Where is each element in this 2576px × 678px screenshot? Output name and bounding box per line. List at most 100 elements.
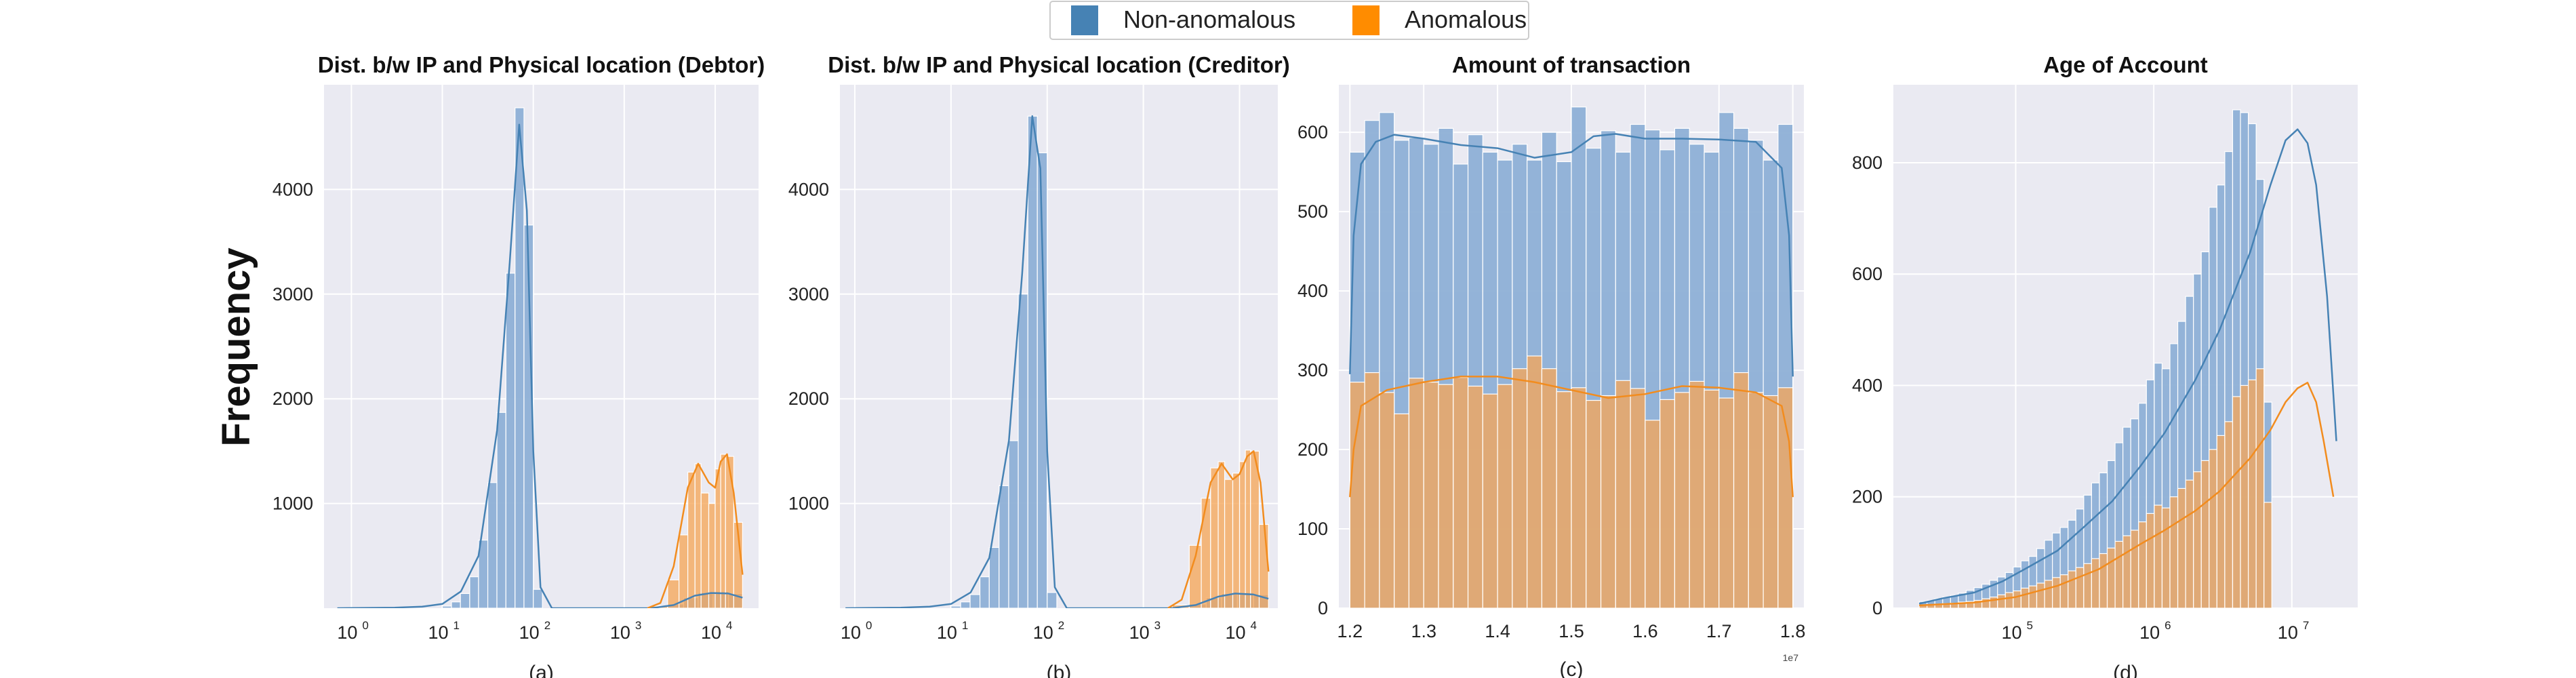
kde-line-anomalous <box>647 453 744 608</box>
bar-anomalous <box>1217 461 1226 608</box>
x-tick-label: 10 <box>1033 622 1053 643</box>
bar-anomalous <box>1349 382 1365 608</box>
bar-anomalous <box>720 454 726 608</box>
bar-non-anomalous <box>469 576 479 608</box>
bars <box>1349 106 1794 608</box>
bar-non-anomalous <box>523 224 534 608</box>
panel-subtitle: (a) <box>529 662 554 678</box>
legend-swatch-anomalous <box>1352 5 1380 35</box>
y-tick-label: 600 <box>1297 122 1328 142</box>
x-tick-exponent: 3 <box>635 619 641 632</box>
bar-anomalous <box>1556 391 1572 608</box>
bar-non-anomalous <box>505 273 516 608</box>
bar-anomalous <box>2044 580 2053 608</box>
y-tick-label: 300 <box>1297 360 1328 380</box>
bars <box>1918 109 2337 608</box>
bar-anomalous <box>715 468 721 608</box>
bar-anomalous <box>1423 382 1439 608</box>
bar-anomalous <box>1704 389 1720 608</box>
y-tick-label: 200 <box>1852 487 1883 507</box>
legend-swatch-non-anomalous <box>1071 5 1098 35</box>
x-tick-exponent: 4 <box>1251 619 1257 632</box>
bar-anomalous <box>2114 540 2124 608</box>
x-tick-exponent: 1 <box>454 619 460 632</box>
bar-anomalous <box>687 471 696 608</box>
bar-anomalous <box>1250 450 1260 608</box>
bar-anomalous <box>2068 570 2076 608</box>
bar-anomalous <box>1615 380 1631 608</box>
legend: Non-anomalous Anomalous <box>1049 1 1529 40</box>
bar-anomalous <box>2200 460 2210 608</box>
bar-anomalous <box>1630 388 1646 608</box>
bar-anomalous <box>700 492 710 608</box>
bar-anomalous <box>1497 384 1513 608</box>
bar-anomalous <box>2013 590 2021 608</box>
x-tick-exponent: 5 <box>2026 619 2032 632</box>
y-tick-label: 200 <box>1297 439 1328 460</box>
bar-anomalous <box>2247 379 2257 608</box>
bar-anomalous <box>2193 471 2202 608</box>
panel-subtitle: (d) <box>2113 662 2138 678</box>
bar-anomalous <box>1512 368 1528 608</box>
y-axis-label: Frequency <box>214 247 258 446</box>
kde-line-non-anomalous <box>337 123 743 608</box>
y-tick-label: 500 <box>1297 201 1328 222</box>
bar-anomalous <box>2122 535 2131 608</box>
panel-title: Dist. b/w IP and Physical location (Debt… <box>318 52 765 77</box>
panel-title: Dist. b/w IP and Physical location (Cred… <box>828 52 1290 77</box>
bar-anomalous <box>1763 395 1779 608</box>
x-tick-label: 1.5 <box>1558 621 1584 641</box>
x-tick-label: 10 <box>937 622 957 643</box>
bar-anomalous <box>1586 399 1602 608</box>
y-tick-label: 4000 <box>273 179 313 199</box>
legend-label-non-anomalous: Non-anomalous <box>1123 5 1295 33</box>
bar-anomalous <box>2169 496 2179 608</box>
bar-anomalous <box>2106 547 2116 608</box>
y-tick-label: 400 <box>1297 281 1328 301</box>
panel-title: Age of Account <box>2043 52 2208 77</box>
bar-anomalous <box>2020 587 2030 608</box>
x-tick-label: 10 <box>2278 622 2298 643</box>
bar-anomalous <box>1239 461 1246 608</box>
panel-d: 0 200 400 600 800 10 5 10 6 10 7 Age of Account (d) <box>1852 52 2358 678</box>
bar-anomalous <box>2232 396 2241 608</box>
x-tick-exponent: 1 <box>962 619 968 632</box>
bar-anomalous <box>2036 582 2045 608</box>
bar-anomalous <box>1718 397 1735 608</box>
bar-anomalous <box>1453 377 1469 608</box>
kde-line-anomalous <box>1167 450 1270 608</box>
bar-anomalous <box>2005 592 2014 608</box>
panel-title: Amount of transaction <box>1452 52 1691 77</box>
bar-anomalous <box>2083 563 2093 608</box>
bar-non-anomalous <box>960 601 971 608</box>
bar-anomalous <box>2099 553 2108 608</box>
kde-line-non-anomalous <box>1918 128 2337 605</box>
bar-anomalous <box>1394 413 1410 608</box>
x-tick-exponent: 0 <box>362 619 368 632</box>
y-tick-label: 3000 <box>273 284 313 304</box>
kde-line-anomalous <box>1349 376 1794 498</box>
x-tick-label: 10 <box>1226 622 1246 643</box>
bar-anomalous <box>2052 577 2061 608</box>
bar-anomalous <box>2255 368 2265 608</box>
bar-anomalous <box>725 456 734 608</box>
bar-anomalous <box>2209 449 2217 608</box>
x-tick-label: 1.4 <box>1485 621 1510 641</box>
bar-anomalous <box>2240 384 2249 608</box>
x-tick-label: 10 <box>841 622 861 643</box>
y-tick-label: 400 <box>1852 375 1883 395</box>
y-tick-label: 0 <box>1318 598 1328 618</box>
y-tick-label: 1000 <box>273 494 313 514</box>
bar-non-anomalous <box>950 605 961 608</box>
bar-anomalous <box>1571 387 1587 608</box>
bar-non-anomalous <box>1037 152 1048 608</box>
bar-anomalous <box>2224 421 2234 608</box>
bar-non-anomalous <box>487 482 498 608</box>
bar-anomalous <box>1527 355 1543 608</box>
panel-c: 0 100 200 300 400 500 600 1.2 1.3 1.4 1.5 1.6 1.7 1.8… <box>1297 52 1806 678</box>
y-tick-label: 100 <box>1297 519 1328 539</box>
x-tick-label: 1.2 <box>1337 621 1363 641</box>
bar-anomalous <box>1600 395 1616 608</box>
bar-anomalous <box>1232 473 1241 608</box>
